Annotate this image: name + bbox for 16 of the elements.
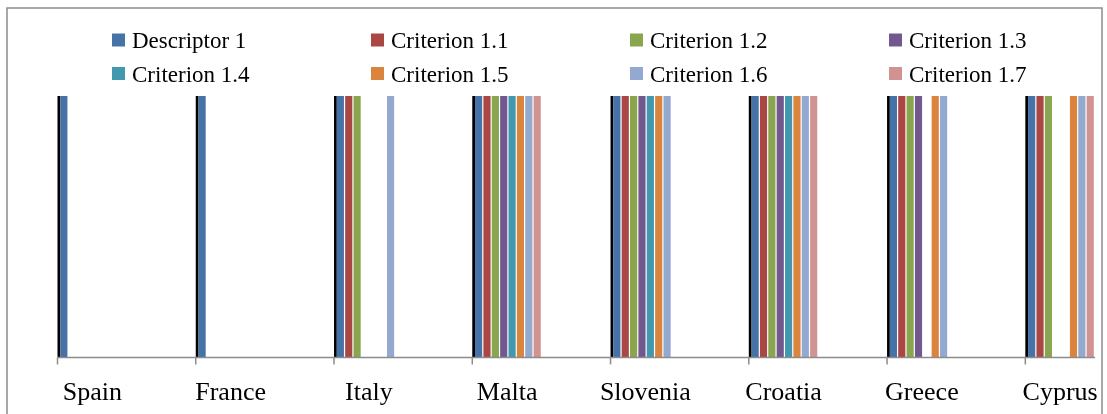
x-tick-label: Malta (476, 377, 538, 406)
legend-label: Criterion 1.1 (391, 28, 509, 53)
x-tick-label: Croatia (745, 377, 823, 406)
legend-label: Criterion 1.7 (909, 61, 1027, 87)
x-tick-label: Cyprus (1022, 377, 1098, 406)
legend-label: Descriptor 1 (132, 28, 247, 53)
x-tick-label: Greece (885, 377, 959, 406)
legend-label: Criterion 1.4 (132, 61, 251, 87)
legend-label: Criterion 1.2 (650, 28, 768, 53)
x-tick-label: Italy (345, 377, 393, 406)
legend-label: Criterion 1.5 (391, 61, 509, 87)
x-tick-label: Spain (62, 377, 122, 406)
x-tick-label: Slovenia (599, 377, 692, 406)
legend-label: Criterion 1.6 (650, 61, 768, 87)
x-tick-label: France (195, 377, 266, 406)
legend-label: Criterion 1.3 (909, 28, 1027, 53)
